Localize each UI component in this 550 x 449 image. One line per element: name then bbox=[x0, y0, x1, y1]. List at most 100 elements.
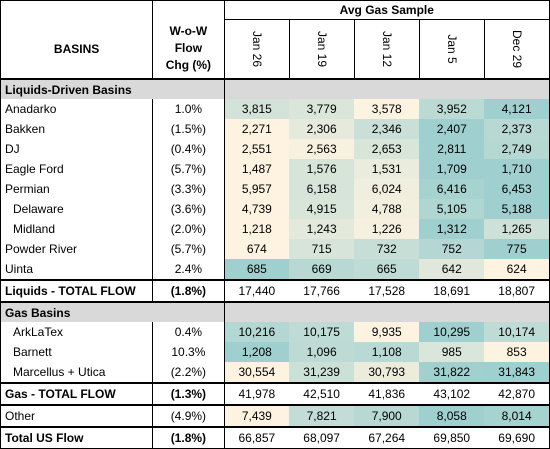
flow-value-cell: 3,578 bbox=[354, 99, 420, 119]
basin-name: DJ bbox=[0, 139, 154, 159]
flow-value-cell: 2,563 bbox=[289, 139, 355, 159]
flow-value-cell: 669 bbox=[289, 259, 355, 280]
flow-value-cell: 9,935 bbox=[354, 322, 420, 342]
flow-value-cell: 7,439 bbox=[224, 405, 290, 427]
table-row: Anadarko 1.0% 3,815 3,779 3,578 3,952 4,121 bbox=[0, 99, 550, 119]
flow-value-cell: 624 bbox=[484, 259, 550, 280]
flow-value-cell: 31,843 bbox=[484, 362, 550, 383]
flow-value-cell: 752 bbox=[419, 239, 485, 259]
section-header: Liquids-Driven Basins bbox=[0, 79, 550, 99]
wow-chg-cell: (1.5%) bbox=[152, 119, 225, 139]
wow-chg-cell: (1.8%) bbox=[152, 279, 225, 303]
wow-chg-cell: 2.4% bbox=[152, 259, 225, 280]
basins-header: BASINS bbox=[0, 19, 154, 79]
header-spacer bbox=[152, 0, 225, 20]
flow-value-cell: 4,739 bbox=[224, 199, 290, 219]
date-header: Dec 29 bbox=[484, 20, 549, 80]
date-header: Jan 26 bbox=[224, 19, 290, 79]
flow-value-cell: 2,407 bbox=[419, 119, 485, 139]
flow-value-cell: 985 bbox=[419, 342, 485, 362]
table-row: Bakken (1.5%) 2,271 2,306 2,346 2,407 2,373 bbox=[0, 119, 550, 139]
flow-value-cell: 6,453 bbox=[484, 179, 550, 199]
section-fill bbox=[224, 79, 550, 99]
section-label: Liquids-Driven Basins bbox=[0, 79, 225, 99]
flow-value-cell: 2,306 bbox=[289, 119, 355, 139]
flow-value-cell: 732 bbox=[354, 239, 420, 259]
flow-value-cell: 10,295 bbox=[419, 322, 485, 342]
wow-chg-cell: (1.8%) bbox=[152, 426, 225, 449]
flow-value-cell: 17,440 bbox=[224, 279, 290, 303]
flow-value-cell: 8,058 bbox=[419, 405, 485, 427]
basin-name: Uinta bbox=[0, 259, 154, 280]
flow-value-cell: 7,821 bbox=[289, 405, 355, 427]
table-row: Marcellus + Utica (2.2%) 30,554 31,239 30,79… bbox=[0, 362, 550, 383]
section-fill bbox=[224, 302, 550, 322]
flow-value-cell: 31,239 bbox=[289, 362, 355, 383]
flow-value-cell: 8,014 bbox=[484, 405, 550, 427]
wow-chg-cell: 10.3% bbox=[152, 342, 225, 362]
wow-chg-cell: (2.0%) bbox=[152, 219, 225, 239]
flow-value-cell: 2,373 bbox=[484, 119, 550, 139]
wow-chg-cell: (3.6%) bbox=[152, 199, 225, 219]
flow-value-cell: 4,121 bbox=[484, 99, 550, 119]
table-row: Barnett 10.3% 1,208 1,096 1,108 985 853 bbox=[0, 342, 550, 362]
flow-value-cell: 67,264 bbox=[354, 426, 420, 449]
basin-name: Other bbox=[0, 405, 154, 427]
wow-chg-cell: (0.4%) bbox=[152, 139, 225, 159]
flow-value-cell: 18,691 bbox=[419, 279, 485, 303]
flow-value-cell: 30,793 bbox=[354, 362, 420, 383]
flow-value-cell: 42,870 bbox=[484, 382, 550, 406]
table-row: Liquids - TOTAL FLOW (1.8%) 17,440 17,766 17… bbox=[0, 279, 550, 303]
table-row: Delaware (3.6%) 4,739 4,915 4,788 5,105 5,188 bbox=[0, 199, 550, 219]
basin-name: Barnett bbox=[0, 342, 154, 362]
flow-value-cell: 10,216 bbox=[224, 322, 290, 342]
basin-name: Liquids - TOTAL FLOW bbox=[0, 279, 154, 303]
flow-value-cell: 2,811 bbox=[419, 139, 485, 159]
flow-value-cell: 1,531 bbox=[354, 159, 420, 179]
basin-name: Anadarko bbox=[0, 99, 154, 119]
basin-name: ArkLaTex bbox=[0, 322, 154, 342]
wow-chg-cell: 1.0% bbox=[152, 99, 225, 119]
flow-value-cell: 665 bbox=[354, 259, 420, 280]
flow-value-cell: 5,188 bbox=[484, 199, 550, 219]
flow-value-cell: 853 bbox=[484, 342, 550, 362]
flow-value-cell: 31,822 bbox=[419, 362, 485, 383]
flow-value-cell: 1,208 bbox=[224, 342, 290, 362]
wow-chg-cell: (2.2%) bbox=[152, 362, 225, 383]
flow-value-cell: 1,487 bbox=[224, 159, 290, 179]
flow-value-cell: 715 bbox=[289, 239, 355, 259]
wow-chg-cell: (4.9%) bbox=[152, 405, 225, 427]
flow-value-cell: 30,554 bbox=[224, 362, 290, 383]
table-row: Eagle Ford (5.7%) 1,487 1,576 1,531 1,709 1,71… bbox=[0, 159, 550, 179]
group-title: Avg Gas Sample bbox=[224, 0, 550, 20]
flow-value-cell: 2,551 bbox=[224, 139, 290, 159]
flow-value-cell: 6,416 bbox=[419, 179, 485, 199]
date-label: Jan 12 bbox=[379, 30, 394, 68]
flow-value-cell: 4,915 bbox=[289, 199, 355, 219]
flow-value-cell: 3,779 bbox=[289, 99, 355, 119]
flow-value-cell: 1,243 bbox=[289, 219, 355, 239]
basin-name: Powder River bbox=[0, 239, 154, 259]
flow-value-cell: 1,096 bbox=[289, 342, 355, 362]
basin-name: Bakken bbox=[0, 119, 154, 139]
flow-value-cell: 68,097 bbox=[289, 426, 355, 449]
flow-value-cell: 18,807 bbox=[484, 279, 550, 303]
wow-chg-cell: (5.7%) bbox=[152, 239, 225, 259]
flow-value-cell: 3,952 bbox=[419, 99, 485, 119]
flow-value-cell: 2,346 bbox=[354, 119, 420, 139]
section-header: Gas Basins bbox=[0, 302, 550, 322]
flow-value-cell: 6,158 bbox=[289, 179, 355, 199]
flow-value-cell: 2,653 bbox=[354, 139, 420, 159]
table-row: Uinta 2.4% 685 669 665 642 624 bbox=[0, 259, 550, 280]
date-label: Jan 19 bbox=[314, 30, 329, 68]
basin-name: Eagle Ford bbox=[0, 159, 154, 179]
basin-name: Permian bbox=[0, 179, 154, 199]
basin-name: Total US Flow bbox=[0, 426, 154, 449]
wow-chg-cell: 0.4% bbox=[152, 322, 225, 342]
flow-value-cell: 1,710 bbox=[484, 159, 550, 179]
flow-value-cell: 642 bbox=[419, 259, 485, 280]
header-spacer bbox=[0, 0, 154, 20]
table-row: Midland (2.0%) 1,218 1,243 1,226 1,312 1,265 bbox=[0, 219, 550, 239]
flow-value-cell: 2,271 bbox=[224, 119, 290, 139]
wow-chg-header-line2: Chg (%) bbox=[165, 58, 212, 73]
